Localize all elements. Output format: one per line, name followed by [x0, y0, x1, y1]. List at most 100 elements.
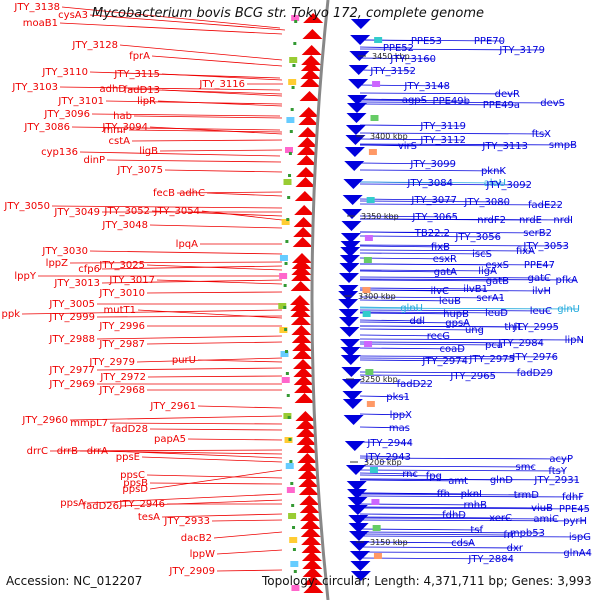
gene-label-left[interactable]: adhC [179, 188, 205, 199]
gene-label-left[interactable]: cysA3 [58, 10, 88, 21]
gene-label-left[interactable]: fadD28 [112, 424, 148, 435]
gene-label-left[interactable]: JTY_3049 [53, 207, 100, 218]
gene-label-right[interactable]: JTY_3113 [481, 141, 528, 152]
gene-label-right[interactable]: TB22.2 [414, 228, 450, 239]
gene-label-right[interactable]: devS [540, 98, 565, 109]
gene-label-right[interactable]: virS [398, 141, 417, 152]
gene-label-right[interactable]: hupB [443, 309, 469, 320]
gene-label-right[interactable]: mas [389, 423, 410, 434]
gene-label-right[interactable]: pca [485, 340, 503, 351]
gene-label-right[interactable]: JTY_2965 [449, 371, 496, 382]
gene-label-right[interactable]: ffh [437, 489, 450, 500]
gene-label-left[interactable]: hab [113, 111, 132, 122]
gene-label-right[interactable]: recG [427, 331, 450, 342]
gene-label-left[interactable]: JTY_2960 [21, 415, 68, 426]
gene-label-right[interactable]: PPE47 [524, 260, 555, 271]
gene-label-left[interactable]: JTY_3128 [71, 40, 118, 51]
gene-label-right[interactable]: gatC [528, 273, 551, 284]
gene-label-left[interactable]: JTY_3030 [41, 246, 88, 257]
gene-label-left[interactable]: ppsE [116, 452, 140, 463]
gene-label-right[interactable]: ispG [569, 532, 591, 543]
gene-label-right[interactable]: trmD [514, 490, 540, 501]
gene-label-left[interactable]: JTY_2977 [48, 365, 95, 376]
gene-label-left[interactable]: lppW [190, 549, 215, 560]
gene-label-right[interactable]: JTY_3092 [485, 180, 532, 191]
gene-label-right[interactable]: PPE70 [474, 36, 505, 47]
gene-label-right[interactable]: dxr [507, 543, 524, 554]
gene-label-right[interactable]: PPE52 [383, 43, 414, 54]
gene-label-left[interactable]: ppsC [120, 470, 145, 481]
gene-label-right[interactable]: thiL [504, 322, 523, 333]
gene-label-left[interactable]: JTY_2909 [168, 566, 215, 577]
gene-label-left[interactable]: ppk [2, 309, 21, 320]
gene-label-right[interactable]: JTY_3119 [419, 121, 466, 132]
gene-label-left[interactable]: ppsD [122, 484, 148, 495]
gene-label-left[interactable]: JTY_3075 [116, 165, 163, 176]
gene-label-left[interactable]: JTY_2996 [98, 321, 145, 332]
gene-label-right[interactable]: fadD29 [517, 368, 553, 379]
gene-label-right[interactable]: fixB [431, 242, 450, 253]
gene-label-right[interactable]: smc [516, 462, 536, 473]
gene-label-left[interactable]: JTY_3110 [41, 67, 88, 78]
gene-label-left[interactable]: JTY_3010 [98, 288, 145, 299]
gene-label-right[interactable]: fadE22 [528, 200, 563, 211]
gene-label-right[interactable]: cdsA [451, 538, 475, 549]
gene-label-left[interactable]: moaB1 [23, 18, 58, 29]
gene-label-right[interactable]: fadD22 [397, 379, 433, 390]
gene-label-right[interactable]: rnc [402, 469, 418, 480]
gene-label-left[interactable]: JTY_3025 [98, 260, 145, 271]
gene-label-right[interactable]: fdhF [562, 492, 584, 503]
gene-label-right[interactable]: serA1 [476, 293, 505, 304]
gene-label-left[interactable]: fecB [153, 188, 175, 199]
gene-label-left[interactable]: mmr [103, 125, 127, 136]
gene-label-right[interactable]: pfkA [556, 275, 579, 286]
gene-label-right[interactable]: amiC [533, 514, 559, 525]
gene-label-left[interactable]: ligB [139, 146, 158, 157]
gene-label-right[interactable]: glnD [490, 475, 513, 486]
gene-label-left[interactable]: JTY_3086 [23, 122, 70, 133]
gene-label-left[interactable]: JTY_3013 [53, 278, 100, 289]
gene-label-left[interactable]: JTY_3138 [13, 2, 60, 13]
gene-label-right[interactable]: ftsY [548, 466, 567, 477]
gene-label-left[interactable]: JTY_2968 [98, 385, 145, 396]
gene-label-left[interactable]: drrC [27, 446, 48, 457]
gene-label-right[interactable]: PPE53 [411, 36, 442, 47]
gene-label-right[interactable]: JTY_2975 [468, 354, 515, 365]
gene-label-right[interactable]: fpg [426, 471, 442, 482]
gene-label-right[interactable]: JTY_2984 [497, 338, 544, 349]
gene-label-left[interactable]: JTY_2987 [98, 339, 145, 350]
gene-label-right[interactable]: agpS [402, 95, 427, 106]
gene-label-right[interactable]: ftsX [532, 129, 551, 140]
gene-label-right[interactable]: leuC [530, 306, 552, 317]
gene-label-right[interactable]: esxS [485, 260, 509, 271]
gene-label-right[interactable]: gpsA [445, 318, 470, 329]
gene-label-right[interactable]: devR [495, 89, 520, 100]
gene-label-left[interactable]: JTY_2946 [118, 499, 165, 510]
gene-label-right[interactable]: pknK [481, 166, 506, 177]
gene-label-left[interactable]: JTY_3048 [101, 220, 148, 231]
gene-label-left[interactable]: JTY_3115 [113, 69, 160, 80]
gene-label-left[interactable]: mutT1 [104, 305, 136, 316]
gene-label-left[interactable]: lppZ [46, 258, 68, 269]
gene-label-left[interactable]: JTY_3050 [3, 201, 50, 212]
gene-label-left[interactable]: ppsB [123, 478, 148, 489]
gene-label-right[interactable]: JTY_3084 [406, 178, 453, 189]
gene-label-right[interactable]: nrdF2 [477, 215, 506, 226]
gene-label-left[interactable]: JTY_2988 [48, 334, 95, 345]
gene-label-right[interactable]: pks1 [386, 392, 410, 403]
gene-label-left[interactable]: JTY_2999 [48, 312, 95, 323]
gene-label-left[interactable]: papA5 [154, 434, 186, 445]
gene-label-right[interactable]: JTY_3160 [389, 54, 436, 65]
gene-label-left[interactable]: JTY_3017 [108, 275, 155, 286]
gene-label-left[interactable]: lipR [137, 96, 156, 107]
gene-label-right[interactable]: fdhD [442, 510, 466, 521]
gene-label-right[interactable]: mpb53 [510, 528, 545, 539]
gene-label-right[interactable]: frr [503, 530, 515, 541]
gene-label-left[interactable]: JTY_3103 [11, 82, 58, 93]
gene-label-right[interactable]: leuB [439, 296, 461, 307]
gene-label-left[interactable]: ppsA [60, 498, 85, 509]
gene-label-left[interactable]: adhD [99, 84, 126, 95]
gene-label-left[interactable]: lppY [14, 271, 36, 282]
gene-label-right[interactable]: ddl [410, 316, 425, 327]
gene-label-right[interactable]: gatB [486, 276, 509, 287]
